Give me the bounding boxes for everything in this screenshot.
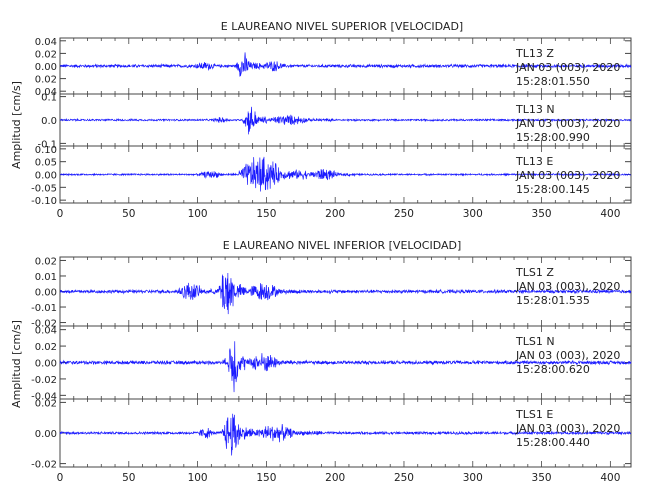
y-tick-label: 0.04 [35,326,57,337]
y-tick-label: -0.02 [31,460,57,471]
y-tick-label: 0.00 [35,359,57,370]
waveform-tl13-z [59,52,632,77]
y-tick-label: 0.0 [41,116,57,127]
trace-info-line: TLS1 N [515,335,555,348]
y-tick-label: 0.05 [35,158,57,169]
x-tick-label: 400 [600,472,620,484]
y-tick-label: 0.04 [35,87,57,98]
chart-title-superior: E LAUREANO NIVEL SUPERIOR [VELOCIDAD] [221,20,463,33]
y-tick-label: -0.04 [31,391,57,402]
x-tick-label: 300 [463,208,483,220]
trace-info-line: JAN 03 (003), 2020 [515,169,620,182]
trace-info-line: 15:28:01.550 [516,75,590,88]
x-tick-label: 350 [532,472,552,484]
trace-info-line: JAN 03 (003), 2020 [515,61,620,74]
x-tick-label: 100 [188,208,208,220]
waveform-tls1-z [59,273,632,315]
y-tick-label: 0.00 [35,62,57,73]
x-tick-label: 200 [325,208,345,220]
x-tick-label: 100 [188,472,208,484]
x-tick-label: 150 [256,208,276,220]
trace-info-line: JAN 03 (003), 2020 [515,422,620,435]
trace-info-line: 15:28:00.620 [516,363,590,376]
y-tick-label: 0.02 [35,75,57,86]
waveform-tls1-e [59,413,631,456]
panel-group-superior: E LAUREANO NIVEL SUPERIOR [VELOCIDAD] Am… [10,20,632,220]
y-axis-label-inferior: Amplitud [cm/s] [10,320,23,408]
y-tick-label: -0.02 [31,319,57,330]
trace-info-line: 15:28:01.535 [516,294,590,307]
x-tick-label: 350 [532,208,552,220]
trace-info-line: TLS1 Z [515,266,554,279]
trace-info-line: JAN 03 (003), 2020 [515,117,620,130]
y-tick-label: 0.10 [35,145,57,156]
y-tick-label: -0.05 [31,183,57,194]
waveform-tl13-e [59,156,632,192]
y-tick-label: 0.02 [35,342,57,353]
chart-title-inferior: E LAUREANO NIVEL INFERIOR [VELOCIDAD] [223,239,462,252]
trace-info-line: 15:28:00.440 [516,436,590,449]
y-tick-label: 0.1 [41,93,57,104]
x-tick-label: 50 [122,472,135,484]
trace-info-line: TL13 E [515,155,553,168]
x-tick-label: 50 [122,208,135,220]
panel-group-inferior: E LAUREANO NIVEL INFERIOR [VELOCIDAD] Am… [10,239,632,484]
y-tick-label: 0.02 [35,49,57,60]
x-tick-label: 300 [463,472,483,484]
y-tick-label: -0.01 [31,303,57,314]
trace-info-line: TLS1 E [515,408,553,421]
y-tick-label: 0.00 [35,429,57,440]
y-tick-label: -0.10 [31,196,57,207]
trace-info-line: JAN 03 (003), 2020 [515,280,620,293]
x-tick-label: 0 [57,472,64,484]
x-tick-label: 250 [394,472,414,484]
y-tick-label: 0.04 [35,37,57,48]
x-tick-label: 250 [394,208,414,220]
trace-info-line: 15:28:00.990 [516,131,590,144]
x-tick-label: 0 [57,208,64,220]
x-tick-label: 200 [325,472,345,484]
trace-info-line: TL13 N [515,103,555,116]
trace-info-line: JAN 03 (003), 2020 [515,349,620,362]
y-tick-label: 0.02 [35,256,57,267]
waveform-tl13-n [59,106,632,135]
y-tick-label: 0.00 [35,171,57,182]
y-axis-label-superior: Amplitud [cm/s] [10,81,23,169]
trace-info-line: 15:28:00.145 [516,183,590,196]
x-tick-label: 150 [256,472,276,484]
y-tick-label: -0.02 [31,375,57,386]
waveform-tls1-n [59,341,632,393]
y-tick-label: -0.1 [37,139,57,150]
y-tick-label: 0.02 [35,398,57,409]
y-tick-label: 0.01 [35,272,57,283]
trace-info-line: TL13 Z [515,47,554,60]
x-tick-label: 400 [600,208,620,220]
y-tick-label: 0.00 [35,288,57,299]
